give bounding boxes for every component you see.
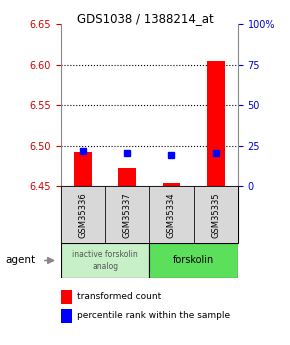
Bar bbox=[105, 186, 149, 243]
Text: GSM35334: GSM35334 bbox=[167, 192, 176, 238]
Text: forskolin: forskolin bbox=[173, 256, 214, 265]
Text: GSM35337: GSM35337 bbox=[123, 192, 132, 238]
Text: percentile rank within the sample: percentile rank within the sample bbox=[77, 311, 231, 320]
Bar bbox=[118, 168, 136, 186]
Text: inactive forskolin
analog: inactive forskolin analog bbox=[72, 250, 138, 270]
Bar bbox=[61, 243, 149, 278]
Text: GSM35335: GSM35335 bbox=[211, 192, 220, 238]
Bar bbox=[74, 152, 92, 186]
Bar bbox=[163, 183, 180, 186]
Bar bbox=[61, 186, 105, 243]
Bar bbox=[149, 243, 238, 278]
Text: GSM35336: GSM35336 bbox=[79, 192, 88, 238]
Bar bbox=[207, 61, 224, 186]
Bar bbox=[149, 186, 193, 243]
Text: agent: agent bbox=[6, 256, 36, 265]
Text: GDS1038 / 1388214_at: GDS1038 / 1388214_at bbox=[77, 12, 213, 25]
Text: transformed count: transformed count bbox=[77, 292, 162, 301]
Bar bbox=[194, 186, 238, 243]
